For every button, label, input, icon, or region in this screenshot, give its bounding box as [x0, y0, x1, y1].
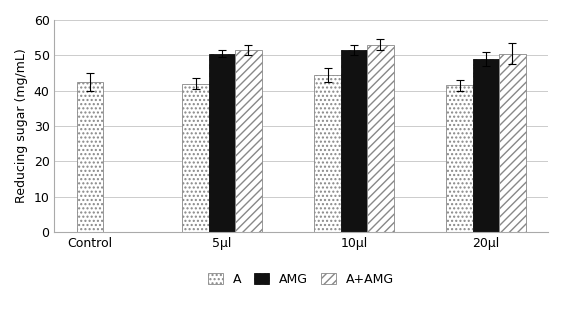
Bar: [499, 54, 526, 232]
Y-axis label: Reducing sugar (mg/mL): Reducing sugar (mg/mL): [15, 49, 28, 203]
Legend: A, AMG, A+AMG: A, AMG, A+AMG: [204, 269, 398, 289]
Bar: [77, 82, 103, 232]
Bar: [446, 85, 473, 232]
Bar: [473, 59, 499, 232]
Bar: [367, 45, 394, 232]
Bar: [209, 54, 235, 232]
Bar: [235, 50, 262, 232]
Bar: [182, 84, 209, 232]
Bar: [341, 50, 367, 232]
Bar: [314, 75, 341, 232]
